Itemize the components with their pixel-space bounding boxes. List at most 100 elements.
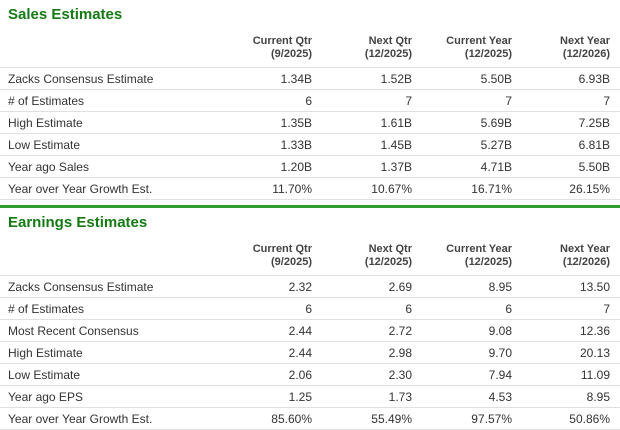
column-header-current-year: Current Year (12/2025) bbox=[420, 241, 520, 276]
column-header-label: Next Qtr bbox=[368, 243, 412, 255]
column-header-label: Next Qtr bbox=[368, 35, 412, 47]
column-header-period: (9/2025) bbox=[271, 256, 312, 268]
column-header-label: Next Year bbox=[560, 35, 610, 47]
cell-value: 6 bbox=[320, 297, 420, 320]
row-label: High Estimate bbox=[0, 341, 220, 364]
row-label: Year over Year Growth Est. bbox=[0, 407, 220, 430]
table-row-zacks-consensus-estimate: Zacks Consensus Estimate 2.32 2.69 8.95 13.5… bbox=[0, 275, 620, 298]
column-header-label: Next Year bbox=[560, 243, 610, 255]
row-label: Year ago EPS bbox=[0, 385, 220, 408]
cell-value: 2.69 bbox=[320, 275, 420, 298]
column-header-period: (12/2026) bbox=[562, 48, 610, 60]
cell-value: 2.98 bbox=[320, 341, 420, 364]
cell-value: 7 bbox=[520, 297, 620, 320]
column-header-period: (12/2025) bbox=[464, 256, 512, 268]
column-header-label: Current Qtr bbox=[252, 243, 312, 255]
sales-estimates-table: Current Qtr (9/2025) Next Qtr (12/2025) Curr… bbox=[0, 33, 620, 200]
cell-value: 55.49% bbox=[320, 407, 420, 430]
column-header-next-year: Next Year (12/2026) bbox=[520, 241, 620, 276]
table-row-high-estimate: High Estimate 1.35B 1.61B 5.69B 7.25B bbox=[0, 111, 620, 134]
row-label: Low Estimate bbox=[0, 363, 220, 386]
cell-value: 1.25 bbox=[220, 385, 320, 408]
sales-estimates-title: Sales Estimates bbox=[8, 6, 123, 23]
sales-estimates-section: Sales Estimates Current Qtr (9/2025) Next … bbox=[0, 0, 620, 200]
cell-value: 1.61B bbox=[320, 111, 420, 134]
cell-value: 6 bbox=[420, 297, 520, 320]
cell-value: 1.34B bbox=[220, 67, 320, 90]
column-header-label: Current Year bbox=[446, 35, 512, 47]
column-header-row: Current Qtr (9/2025) Next Qtr (12/2025) Curr… bbox=[0, 241, 620, 276]
cell-value: 11.09 bbox=[520, 363, 620, 386]
cell-value: 2.06 bbox=[220, 363, 320, 386]
cell-value: 6 bbox=[220, 89, 320, 112]
cell-value: 6.81B bbox=[520, 133, 620, 156]
cell-value: 1.37B bbox=[320, 155, 420, 178]
cell-value: 8.95 bbox=[520, 385, 620, 408]
row-label: # of Estimates bbox=[0, 297, 220, 320]
cell-value: 5.69B bbox=[420, 111, 520, 134]
column-header-next-year: Next Year (12/2026) bbox=[520, 33, 620, 68]
cell-value: 7 bbox=[420, 89, 520, 112]
cell-value: 11.70% bbox=[220, 177, 320, 200]
table-row-high-estimate: High Estimate 2.44 2.98 9.70 20.13 bbox=[0, 341, 620, 364]
cell-value: 2.44 bbox=[220, 341, 320, 364]
cell-value: 1.52B bbox=[320, 67, 420, 90]
cell-value: 7.25B bbox=[520, 111, 620, 134]
table-row-year-over-year-growth-est: Year over Year Growth Est. 11.70% 10.67% 16… bbox=[0, 177, 620, 200]
cell-value: 1.45B bbox=[320, 133, 420, 156]
cell-value: 8.95 bbox=[420, 275, 520, 298]
cell-value: 6 bbox=[220, 297, 320, 320]
row-label: Zacks Consensus Estimate bbox=[0, 67, 220, 90]
table-row-year-over-year-growth-est: Year over Year Growth Est. 85.60% 55.49% 97… bbox=[0, 407, 620, 430]
cell-value: 12.36 bbox=[520, 319, 620, 342]
cell-value: 9.70 bbox=[420, 341, 520, 364]
column-header-next-qtr: Next Qtr (12/2025) bbox=[320, 241, 420, 276]
table-row-low-estimate: Low Estimate 1.33B 1.45B 5.27B 6.81B bbox=[0, 133, 620, 156]
row-label: # of Estimates bbox=[0, 89, 220, 112]
cell-value: 7.94 bbox=[420, 363, 520, 386]
cell-value: 1.20B bbox=[220, 155, 320, 178]
cell-value: 7 bbox=[520, 89, 620, 112]
column-header-next-qtr: Next Qtr (12/2025) bbox=[320, 33, 420, 68]
cell-value: 5.27B bbox=[420, 133, 520, 156]
row-label: Zacks Consensus Estimate bbox=[0, 275, 220, 298]
column-header-label: Current Year bbox=[446, 243, 512, 255]
column-header-period: (12/2026) bbox=[562, 256, 610, 268]
column-header-current-qtr: Current Qtr (9/2025) bbox=[220, 33, 320, 68]
table-row-of-estimates: # of Estimates 6 6 6 7 bbox=[0, 297, 620, 320]
table-row-low-estimate: Low Estimate 2.06 2.30 7.94 11.09 bbox=[0, 363, 620, 386]
earnings-estimates-table: Current Qtr (9/2025) Next Qtr (12/2025) Curr… bbox=[0, 241, 620, 430]
cell-value: 1.73 bbox=[320, 385, 420, 408]
column-header-period: (12/2025) bbox=[464, 48, 512, 60]
cell-value: 2.30 bbox=[320, 363, 420, 386]
row-label: Most Recent Consensus bbox=[0, 319, 220, 342]
column-header-current-year: Current Year (12/2025) bbox=[420, 33, 520, 68]
cell-value: 2.32 bbox=[220, 275, 320, 298]
table-row-zacks-consensus-estimate: Zacks Consensus Estimate 1.34B 1.52B 5.50B 6… bbox=[0, 67, 620, 90]
empty-header-cell bbox=[0, 33, 220, 68]
table-row-of-estimates: # of Estimates 6 7 7 7 bbox=[0, 89, 620, 112]
column-header-period: (9/2025) bbox=[271, 48, 312, 60]
column-header-period: (12/2025) bbox=[364, 256, 412, 268]
cell-value: 5.50B bbox=[420, 67, 520, 90]
cell-value: 6.93B bbox=[520, 67, 620, 90]
table-row-year-ago-eps: Year ago EPS 1.25 1.73 4.53 8.95 bbox=[0, 385, 620, 408]
cell-value: 4.71B bbox=[420, 155, 520, 178]
cell-value: 5.50B bbox=[520, 155, 620, 178]
cell-value: 10.67% bbox=[320, 177, 420, 200]
cell-value: 50.86% bbox=[520, 407, 620, 430]
column-header-label: Current Qtr bbox=[252, 35, 312, 47]
cell-value: 2.72 bbox=[320, 319, 420, 342]
earnings-estimates-section: Earnings Estimates Current Qtr (9/2025) Ne… bbox=[0, 208, 620, 430]
earnings-estimates-title: Earnings Estimates bbox=[8, 214, 148, 231]
row-label: Year ago Sales bbox=[0, 155, 220, 178]
cell-value: 7 bbox=[320, 89, 420, 112]
cell-value: 16.71% bbox=[420, 177, 520, 200]
cell-value: 85.60% bbox=[220, 407, 320, 430]
row-label: Year over Year Growth Est. bbox=[0, 177, 220, 200]
section-divider bbox=[0, 205, 620, 208]
empty-header-cell bbox=[0, 241, 220, 276]
column-header-period: (12/2025) bbox=[364, 48, 412, 60]
cell-value: 26.15% bbox=[520, 177, 620, 200]
